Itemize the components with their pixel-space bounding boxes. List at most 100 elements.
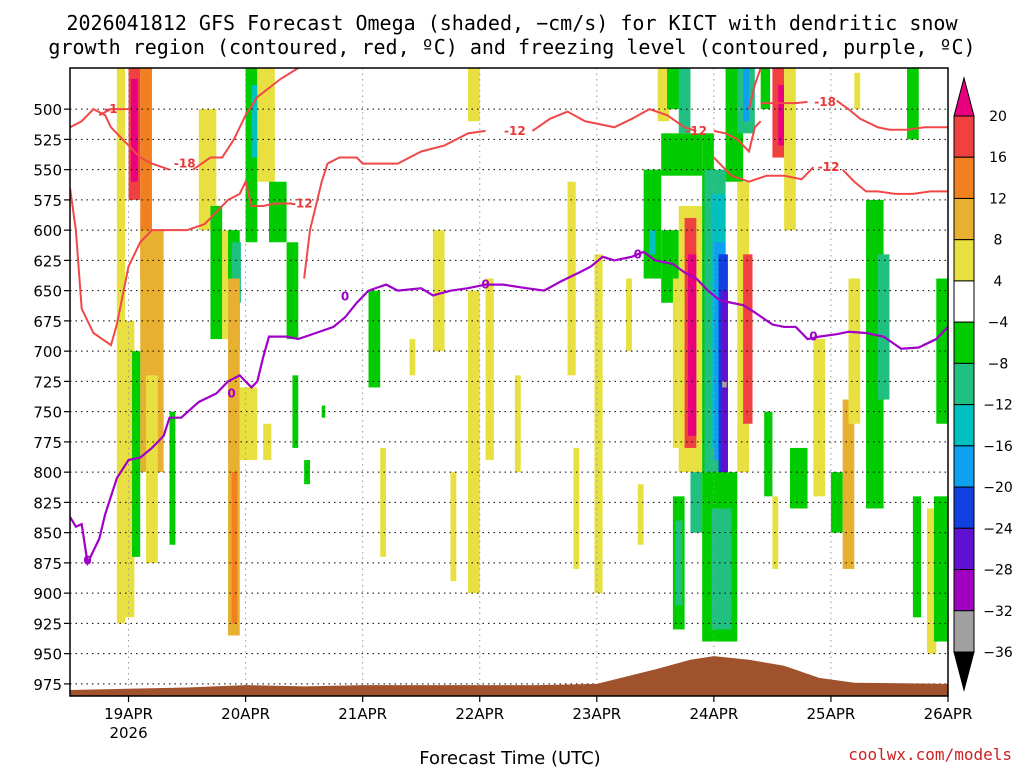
y-tick-label: 775 [33, 434, 62, 452]
credit-text: coolwx.com/models [848, 745, 1012, 764]
colorbar-tick-label: −20 [983, 480, 1013, 496]
omega-cell [760, 68, 771, 110]
y-tick-label: 675 [33, 313, 62, 331]
omega-cell [926, 508, 937, 654]
y-tick-label: 875 [33, 555, 62, 573]
x-tick-label: 26APR [924, 705, 973, 723]
omega-cell [830, 472, 843, 533]
colorbar-tick-label: −4 [988, 315, 1009, 331]
omega-cell [257, 68, 275, 182]
omega-cell [594, 254, 603, 594]
y-tick-label: 975 [33, 676, 62, 694]
dgz-contour-label: -12 [504, 124, 526, 138]
omega-cell [239, 387, 258, 461]
colorbar-tick-label: 8 [994, 233, 1003, 249]
omega-cell [368, 290, 381, 388]
omega-cell [514, 375, 521, 473]
colorbar-top-arrow [953, 76, 975, 117]
omega-cell [764, 411, 773, 497]
y-axis: 500 525 550 575 600 625 650 675 700 725 750 775 800 8… [33, 101, 70, 694]
freezing-level-contour: 0 0 0 0 0 0 [70, 247, 948, 567]
omega-cell [146, 375, 158, 563]
omega-cell [125, 320, 135, 618]
y-tick-label: 725 [33, 373, 62, 391]
y-tick-label: 550 [33, 162, 62, 180]
colorbar-tick-label: 20 [989, 109, 1007, 125]
freezing-level-line [70, 250, 948, 567]
omega-cell [485, 278, 494, 461]
y-tick-label: 625 [33, 252, 62, 270]
omega-cell [743, 68, 749, 122]
omega-shading [116, 68, 948, 654]
omega-cell [907, 68, 919, 140]
colorbar-tick-label: −28 [983, 563, 1013, 579]
dgz-contour-line [98, 108, 129, 117]
colorbar-swatch [953, 527, 975, 571]
colorbar-tick-label: −12 [983, 398, 1013, 414]
terrain [70, 656, 948, 696]
y-tick-label: 525 [33, 131, 62, 149]
x-tick-label: 22APR [455, 705, 504, 723]
omega-cell [649, 230, 656, 255]
omega-cell [711, 508, 732, 630]
omega-cell [778, 84, 785, 146]
x-tick-label: 24APR [689, 705, 738, 723]
dgz-contour-line [70, 178, 293, 347]
omega-cell [468, 68, 480, 122]
y-tick-label: 650 [33, 283, 62, 301]
plot-frame [69, 67, 949, 697]
omega-cell [789, 447, 808, 509]
dgz-contour-line [531, 108, 697, 132]
x-tick-label: 21APR [338, 705, 387, 723]
colorbar-swatch [953, 610, 975, 653]
colorbar-tick-label: −24 [983, 521, 1013, 537]
dgz-contour-label: -1 [104, 102, 117, 116]
dgz-contour-label: -12 [818, 160, 840, 174]
plot-area: -12 -18 -12 -12 -12 -18 -1 0 0 0 0 0 0 [69, 67, 949, 697]
colorbar-swatch [953, 280, 975, 323]
freezing-level-label: 0 [83, 553, 91, 567]
omega-cell [637, 484, 644, 545]
omega-cell [854, 72, 861, 110]
freezing-level-label: 0 [809, 330, 817, 344]
y-tick-label: 600 [33, 222, 62, 240]
omega-cell [661, 133, 703, 176]
colorbar: 20 16 12 8 4 −4 −8 −12 −16 −20 −24 −28 −32 −36 [953, 76, 1013, 692]
omega-cell [269, 181, 287, 243]
omega-cell [116, 68, 126, 624]
omega-cell [672, 278, 679, 448]
y-tick-label: 950 [33, 646, 62, 664]
omega-cell [842, 399, 855, 569]
omega-cell [722, 381, 727, 388]
colorbar-tick-label: 4 [994, 274, 1003, 290]
omega-cell [210, 205, 223, 340]
omega-cell [675, 520, 683, 606]
dgz-contour-line [713, 120, 762, 154]
omega-cell [657, 68, 670, 122]
colorbar-tick-label: 16 [989, 150, 1007, 166]
omega-cell [848, 278, 861, 424]
dgz-contour-label: -12 [685, 124, 707, 138]
omega-cell [231, 242, 241, 303]
colorbar-swatch [953, 404, 975, 447]
omega-cell [263, 423, 272, 461]
omega-cell [251, 84, 258, 158]
chart-title-line1: 2026041812 GFS Forecast Omega (shaded, −… [66, 11, 958, 35]
dgz-contour-line [836, 99, 948, 131]
freezing-level-label: 0 [481, 278, 489, 292]
colorbar-swatch [953, 486, 975, 529]
dgz-contour-line [713, 156, 815, 183]
dgz-contour-label: -18 [814, 95, 836, 109]
omega-cell [643, 169, 662, 279]
omega-cell [678, 68, 691, 134]
omega-cell [690, 472, 703, 533]
omega-cell [877, 254, 890, 400]
colorbar-tick-label: −36 [983, 645, 1013, 661]
colorbar-swatch [953, 239, 975, 282]
dgz-contour-label: -12 [291, 197, 313, 211]
y-tick-label: 850 [33, 525, 62, 543]
omega-cell [784, 68, 796, 231]
omega-cell [130, 78, 138, 182]
y-tick-label: 750 [33, 404, 62, 422]
